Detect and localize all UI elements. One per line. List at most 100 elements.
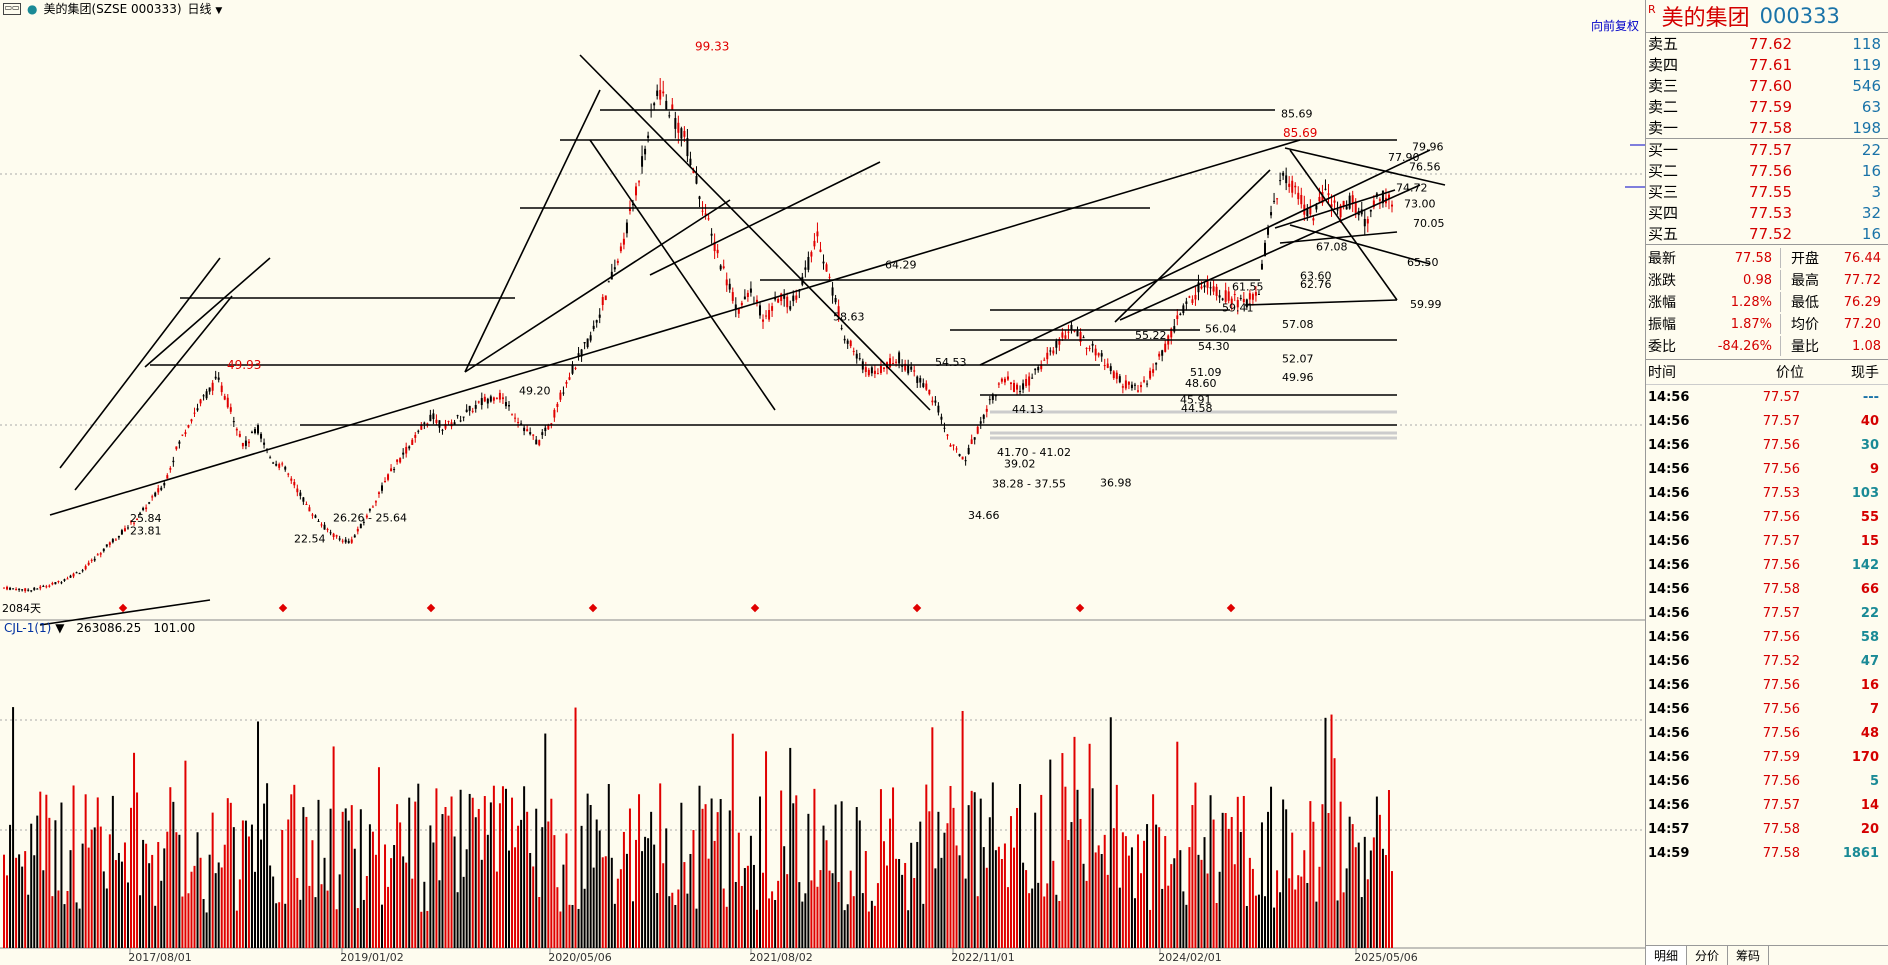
- trade-time: 14:56: [1648, 485, 1690, 501]
- volume-bar: [187, 893, 190, 948]
- volume-bar: [1091, 788, 1094, 948]
- volume-bar: [752, 864, 755, 948]
- volume-bar: [477, 808, 480, 948]
- volume-bar: [48, 817, 51, 948]
- volume-bar: [1218, 871, 1221, 948]
- candle-body: [961, 456, 964, 460]
- volume-bar: [1040, 794, 1043, 948]
- trade-time: 14:59: [1648, 845, 1690, 861]
- candle-body: [21, 589, 24, 591]
- volume-bar: [943, 832, 946, 948]
- tab-1[interactable]: 分价: [1687, 946, 1729, 965]
- candle-body: [169, 468, 172, 470]
- price-annotation: 38.28 - 37.55: [992, 478, 1066, 491]
- volume-bar: [704, 804, 707, 948]
- trade-quantity: 103: [1851, 485, 1879, 501]
- volume-bar: [701, 808, 704, 948]
- volume-bar: [937, 811, 940, 948]
- candle-body: [1330, 204, 1333, 208]
- candle-body: [1339, 205, 1342, 218]
- sell-level-label: 卖五: [1648, 35, 1679, 53]
- trade-quantity: 47: [1860, 653, 1879, 669]
- stat-value: 76.44: [1843, 250, 1881, 266]
- volume-bar: [263, 803, 266, 948]
- tab-0[interactable]: 明细: [1646, 946, 1688, 965]
- candle-body: [1218, 295, 1221, 298]
- candle-body: [202, 395, 205, 397]
- trade-price: 77.56: [1762, 773, 1800, 789]
- candle-body: [90, 559, 93, 561]
- candle-body: [762, 319, 765, 322]
- high-price-label: 49.93: [227, 358, 261, 372]
- stat-row: 涨幅 1.28% 最低 76.29: [1646, 291, 1888, 313]
- candle-body: [486, 398, 489, 404]
- price-annotation: 74.72: [1396, 182, 1428, 195]
- trade-quantity: 5: [1869, 773, 1879, 789]
- volume-bar: [329, 808, 332, 948]
- tab-2[interactable]: 筹码: [1728, 946, 1770, 965]
- sell-level-row: 卖一 77.58 198: [1646, 117, 1888, 138]
- restore-mode-link[interactable]: 向前复权: [1590, 19, 1639, 33]
- candle-body: [1248, 293, 1251, 300]
- candle-body: [356, 528, 359, 532]
- volume-bar: [511, 797, 514, 948]
- volume-bar: [1224, 813, 1227, 948]
- chart-area[interactable]: 25.84 23.81 22.54 26.26 - 25.64 49.20 54.53 58…: [0, 0, 1645, 965]
- candle-body: [426, 423, 429, 425]
- volume-bar: [819, 870, 822, 948]
- trend-line: [1244, 299, 1398, 306]
- volume-bar: [12, 707, 15, 948]
- volume-bar: [1094, 852, 1097, 948]
- sell-level-volume: 119: [1852, 55, 1881, 74]
- volume-bar: [913, 877, 916, 948]
- volume-bar: [66, 890, 69, 948]
- volume-bar: [798, 882, 801, 948]
- volume-bar: [601, 857, 604, 948]
- volume-bar: [731, 733, 734, 948]
- candle-body: [804, 267, 807, 270]
- candle-body: [432, 413, 435, 420]
- candle-body: [229, 407, 232, 412]
- candle-body: [520, 423, 523, 425]
- volume-bar: [919, 821, 922, 948]
- candle-body: [831, 287, 834, 296]
- candle-body: [901, 365, 904, 367]
- candle-body: [320, 524, 323, 526]
- candle-body: [417, 430, 420, 432]
- candle-body: [1263, 242, 1266, 257]
- quote-title: R 美的集团 000333: [1646, 0, 1888, 33]
- candle-body: [1112, 371, 1115, 379]
- candle-body: [1254, 292, 1257, 296]
- volume-bar: [1312, 821, 1315, 948]
- volume-bar: [356, 908, 359, 948]
- candle-body: [876, 373, 879, 375]
- volume-bar: [520, 819, 523, 948]
- volume-bar: [1239, 832, 1242, 948]
- candle-body: [985, 408, 988, 412]
- volume-bar: [1043, 896, 1046, 948]
- candle-body: [1179, 313, 1182, 316]
- buy-level-price: 77.56: [1749, 161, 1792, 180]
- candle-body: [471, 410, 474, 412]
- volume-bar: [1242, 795, 1245, 948]
- candle-body: [1300, 194, 1303, 205]
- trades-column-header: 时间: [1648, 365, 1676, 381]
- candle-body: [1285, 175, 1288, 184]
- volume-indicator-selector[interactable]: CJL-1(1) ▼: [4, 621, 64, 635]
- volume-bar: [15, 857, 18, 948]
- candle-body: [1173, 326, 1176, 332]
- candle-body: [1273, 200, 1276, 202]
- candle-body: [108, 542, 111, 545]
- candle-body: [765, 315, 768, 317]
- volume-bar: [1009, 816, 1012, 948]
- period-selector[interactable]: 日线 ▼: [188, 0, 223, 17]
- candle-body: [1387, 194, 1390, 200]
- sell-level-label: 卖四: [1648, 56, 1679, 74]
- price-annotation: 67.08: [1316, 240, 1348, 253]
- candle-body: [1064, 335, 1067, 339]
- menu-icon[interactable]: ▭▭: [3, 2, 21, 15]
- candle-body: [154, 492, 157, 497]
- candle-body: [1061, 332, 1064, 338]
- candle-body: [48, 585, 51, 587]
